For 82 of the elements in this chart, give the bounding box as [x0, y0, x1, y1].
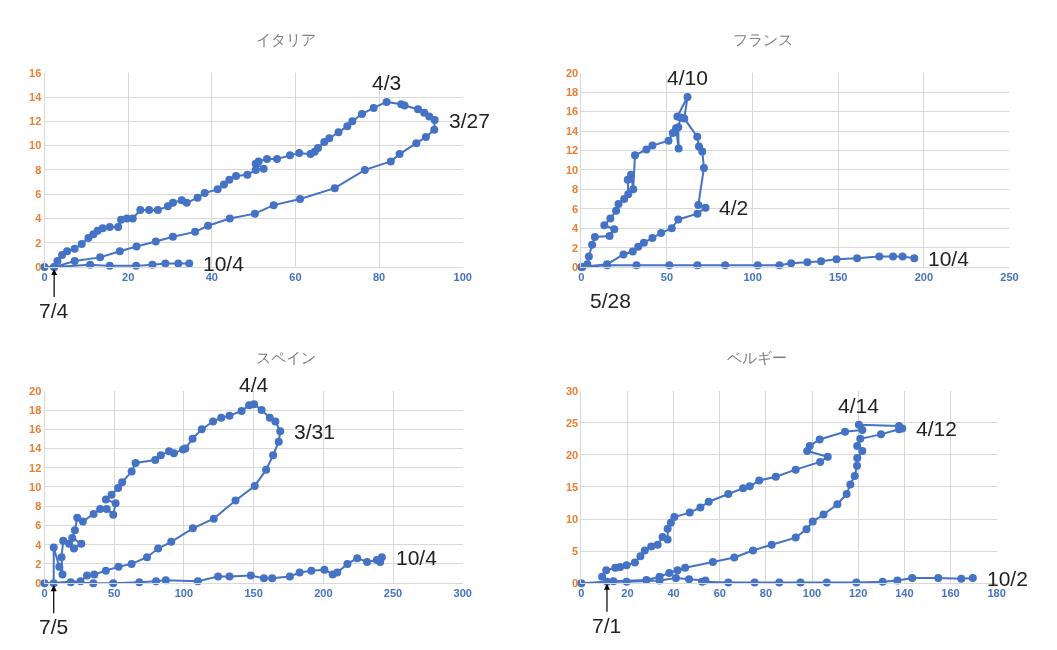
y-tick-label: 10: [565, 512, 579, 525]
y-tick-label: 14: [29, 90, 43, 103]
annotation: 3/31: [294, 420, 335, 443]
x-tick-label: 40: [205, 271, 218, 284]
x-tick-label: 140: [895, 587, 914, 600]
y-tick-label: 0: [572, 576, 579, 589]
chart-title: イタリア: [256, 31, 316, 48]
annotation: 3/27: [449, 109, 490, 132]
annotation: 7/1: [592, 614, 622, 637]
x-tick-label: 60: [289, 271, 302, 284]
annotation: 4/4: [239, 373, 269, 396]
x-tick-label: 100: [802, 587, 822, 600]
y-tick-label: 20: [565, 66, 579, 79]
y-tick-label: 10: [29, 480, 42, 493]
y-tick-label: 2: [35, 557, 42, 570]
x-tick-label: 180: [987, 587, 1006, 600]
x-tick-label: 250: [383, 587, 403, 600]
x-tick-label: 20: [621, 587, 634, 600]
annotation: 10/2: [987, 567, 1028, 590]
y-tick-label: 0: [35, 576, 42, 589]
y-tick-label: 25: [565, 416, 579, 429]
x-tick-label: 80: [372, 271, 386, 284]
y-tick-label: 16: [29, 423, 42, 436]
annotation: 10/4: [928, 247, 970, 270]
x-tick-label: 150: [829, 271, 848, 284]
x-tick-label: 80: [759, 587, 773, 600]
x-tick-label: 20: [122, 271, 135, 284]
y-tick-label: 18: [29, 403, 42, 416]
annotation: 10/4: [396, 546, 438, 569]
y-tick-label: 4: [35, 212, 43, 225]
y-tick-label: 30: [565, 384, 579, 397]
y-tick-label: 12: [565, 144, 579, 157]
annotation: 7/4: [39, 299, 69, 322]
x-tick-label: 250: [1000, 271, 1019, 284]
y-tick-label: 12: [29, 461, 42, 474]
x-tick-label: 120: [849, 587, 868, 600]
x-tick-label: 40: [667, 587, 680, 600]
y-tick-label: 14: [565, 124, 580, 137]
annotation: 4/14: [838, 394, 880, 417]
y-tick-label: 16: [29, 66, 42, 79]
y-tick-label: 20: [29, 384, 42, 397]
x-tick-label: 100: [174, 587, 194, 600]
y-tick-label: 20: [565, 448, 579, 461]
y-tick-label: 5: [572, 544, 579, 557]
y-tick-label: 8: [35, 163, 42, 176]
y-tick-label: 8: [35, 500, 42, 513]
y-tick-label: 14: [29, 442, 43, 455]
y-tick-label: 0: [35, 260, 42, 273]
y-tick-label: 2: [35, 236, 42, 249]
x-tick-label: 50: [660, 271, 674, 284]
annotation: 4/3: [372, 71, 402, 94]
y-tick-label: 6: [572, 202, 579, 215]
chart-title: フランス: [733, 31, 793, 48]
annotation: 4/10: [667, 66, 708, 89]
y-tick-label: 6: [35, 188, 42, 201]
y-tick-label: 10: [29, 139, 42, 152]
y-tick-label: 16: [565, 105, 579, 118]
y-tick-label: 12: [29, 115, 42, 128]
x-tick-label: 160: [941, 587, 960, 600]
x-tick-label: 60: [713, 587, 726, 600]
y-tick-label: 0: [572, 260, 579, 273]
x-tick-label: 100: [453, 271, 472, 284]
y-tick-label: 10: [565, 163, 579, 176]
y-tick-label: 15: [565, 480, 579, 493]
annotation: 5/28: [590, 289, 631, 312]
y-tick-label: 4: [35, 538, 43, 551]
x-tick-label: 150: [244, 587, 263, 600]
chart-title: スペイン: [256, 349, 316, 366]
x-tick-label: 100: [743, 271, 762, 284]
y-tick-label: 8: [572, 183, 579, 196]
annotation: 4/12: [916, 417, 957, 440]
annotation: 4/2: [719, 196, 749, 219]
x-tick-label: 300: [453, 587, 472, 600]
annotation: 7/5: [39, 615, 69, 638]
x-tick-label: 200: [314, 587, 333, 600]
y-tick-label: 2: [572, 241, 579, 254]
x-tick-label: 200: [914, 271, 934, 284]
y-tick-label: 4: [572, 222, 580, 235]
x-tick-label: 50: [108, 587, 121, 600]
y-tick-label: 18: [565, 86, 579, 99]
y-tick-label: 6: [35, 519, 42, 532]
chart-title: ベルギー: [727, 349, 787, 366]
